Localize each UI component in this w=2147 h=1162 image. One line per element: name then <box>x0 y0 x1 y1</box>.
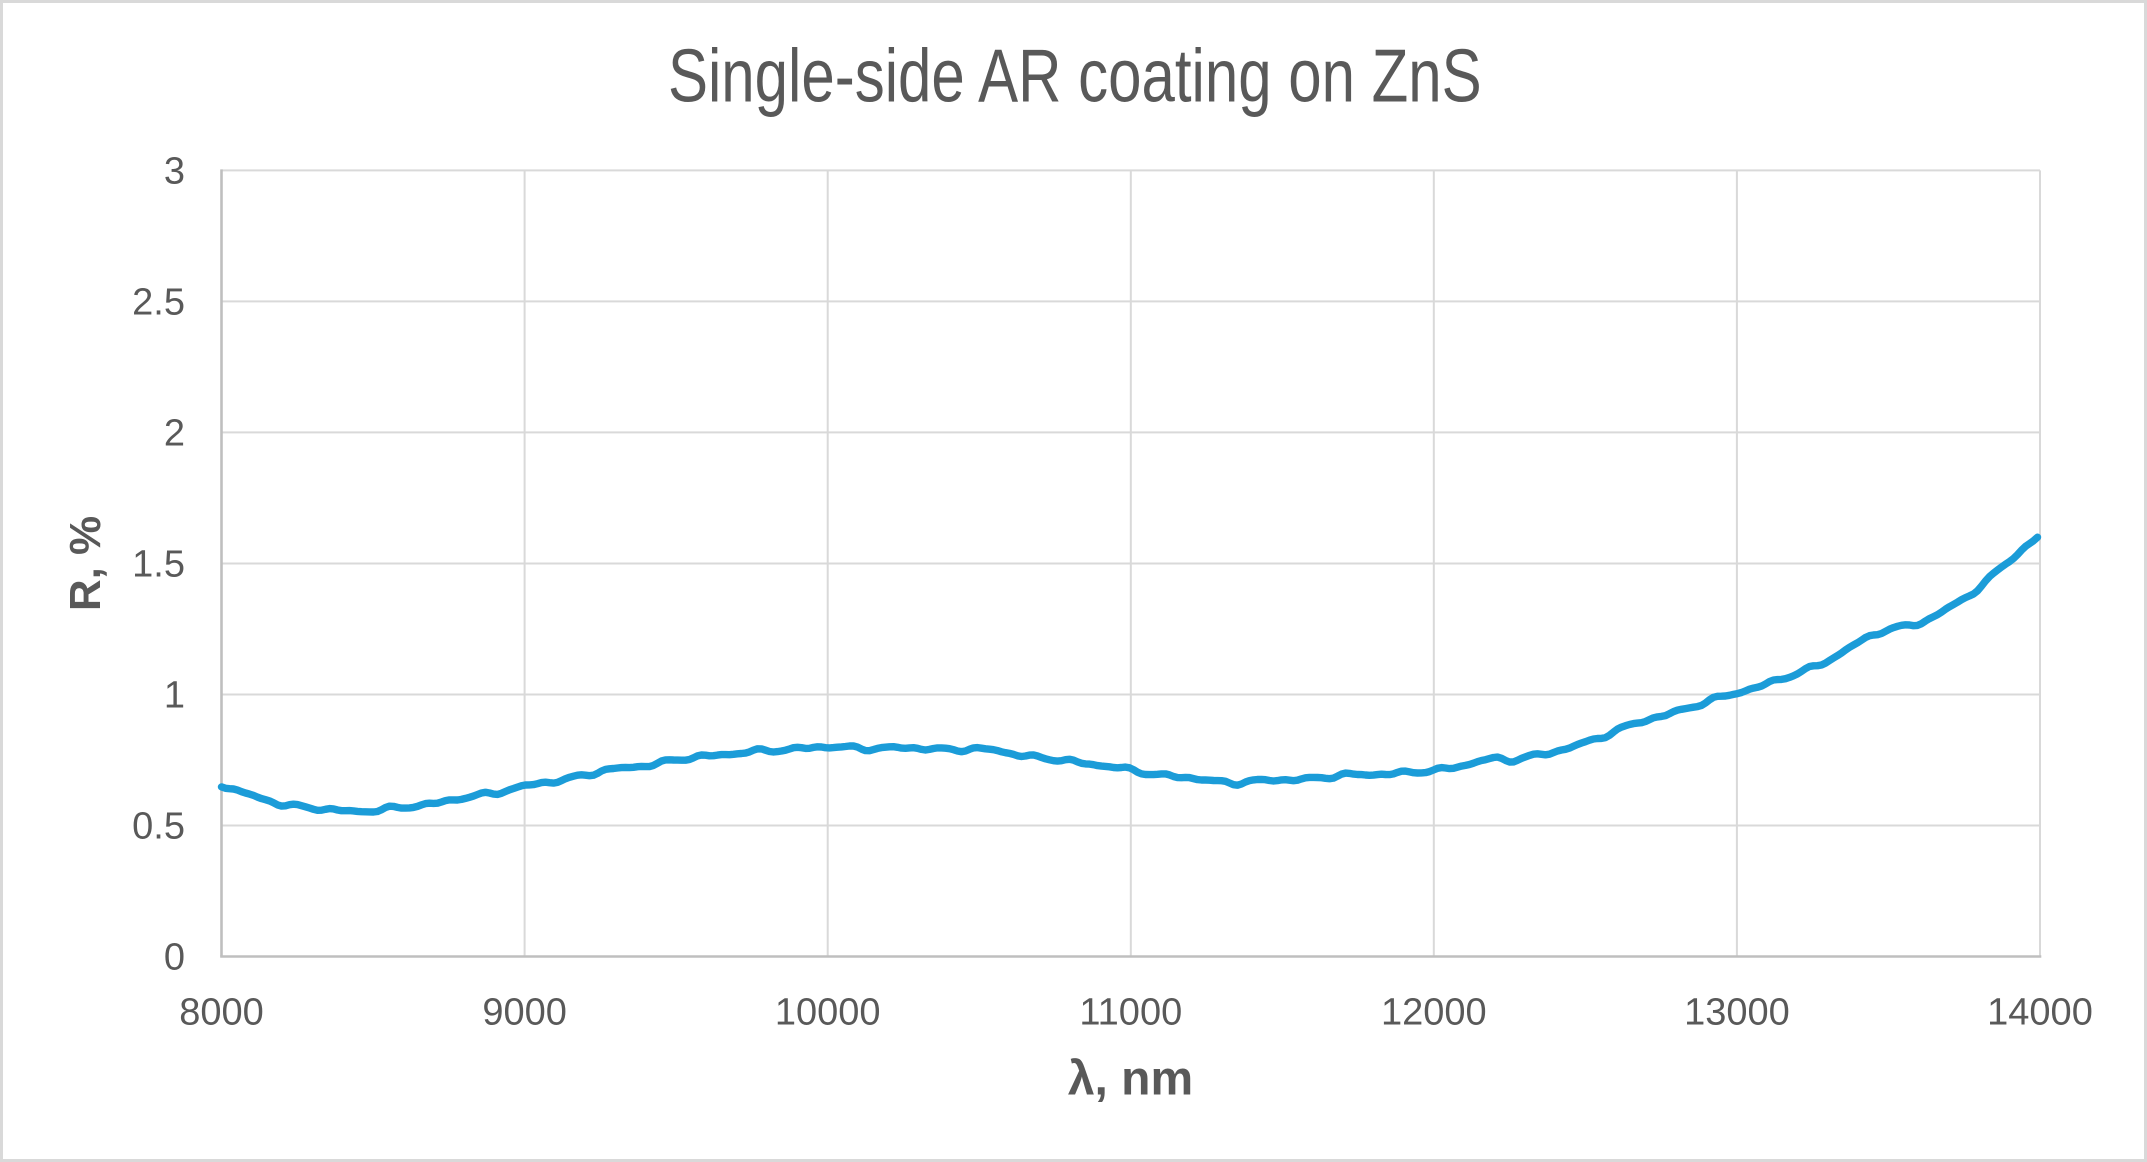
svg-text:2: 2 <box>164 413 185 455</box>
svg-text:R, %: R, % <box>61 516 110 611</box>
svg-text:0: 0 <box>164 937 185 979</box>
svg-text:9000: 9000 <box>482 992 567 1034</box>
svg-text:3: 3 <box>164 151 185 193</box>
svg-text:11000: 11000 <box>1079 992 1182 1034</box>
svg-text:8000: 8000 <box>179 992 264 1034</box>
svg-text:1.5: 1.5 <box>132 544 185 586</box>
svg-text:12000: 12000 <box>1381 992 1487 1034</box>
svg-text:Single-side AR coating on ZnS: Single-side AR coating on ZnS <box>668 35 1482 118</box>
svg-text:14000: 14000 <box>1987 992 2093 1034</box>
svg-text:13000: 13000 <box>1684 992 1790 1034</box>
svg-text:2.5: 2.5 <box>132 282 185 324</box>
svg-text:10000: 10000 <box>775 992 881 1034</box>
svg-text:λ, nm: λ, nm <box>1068 1053 1193 1106</box>
svg-text:0.5: 0.5 <box>132 806 185 848</box>
svg-text:1: 1 <box>164 675 185 717</box>
